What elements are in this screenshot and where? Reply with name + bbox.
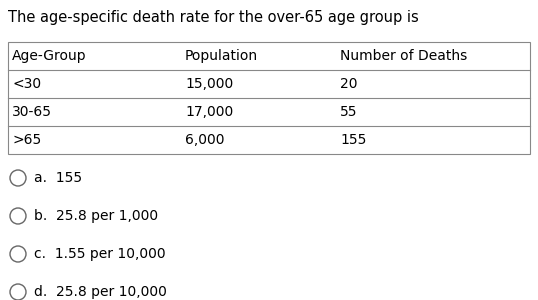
Text: Population: Population bbox=[185, 49, 258, 63]
Text: a.  155: a. 155 bbox=[34, 171, 82, 185]
Text: Number of Deaths: Number of Deaths bbox=[340, 49, 467, 63]
Text: 15,000: 15,000 bbox=[185, 77, 233, 91]
Text: 6,000: 6,000 bbox=[185, 133, 224, 147]
Text: b.  25.8 per 1,000: b. 25.8 per 1,000 bbox=[34, 209, 158, 223]
Text: 155: 155 bbox=[340, 133, 366, 147]
Text: Age-Group: Age-Group bbox=[12, 49, 87, 63]
Text: c.  1.55 per 10,000: c. 1.55 per 10,000 bbox=[34, 247, 166, 261]
Text: >65: >65 bbox=[12, 133, 41, 147]
Text: d.  25.8 per 10,000: d. 25.8 per 10,000 bbox=[34, 285, 167, 299]
Text: 17,000: 17,000 bbox=[185, 105, 233, 119]
Text: 20: 20 bbox=[340, 77, 357, 91]
Text: 55: 55 bbox=[340, 105, 357, 119]
Text: The age-specific death rate for the over-65 age group is: The age-specific death rate for the over… bbox=[8, 10, 419, 25]
Text: 30-65: 30-65 bbox=[12, 105, 52, 119]
Text: <30: <30 bbox=[12, 77, 41, 91]
Bar bbox=[8, 42, 530, 154]
